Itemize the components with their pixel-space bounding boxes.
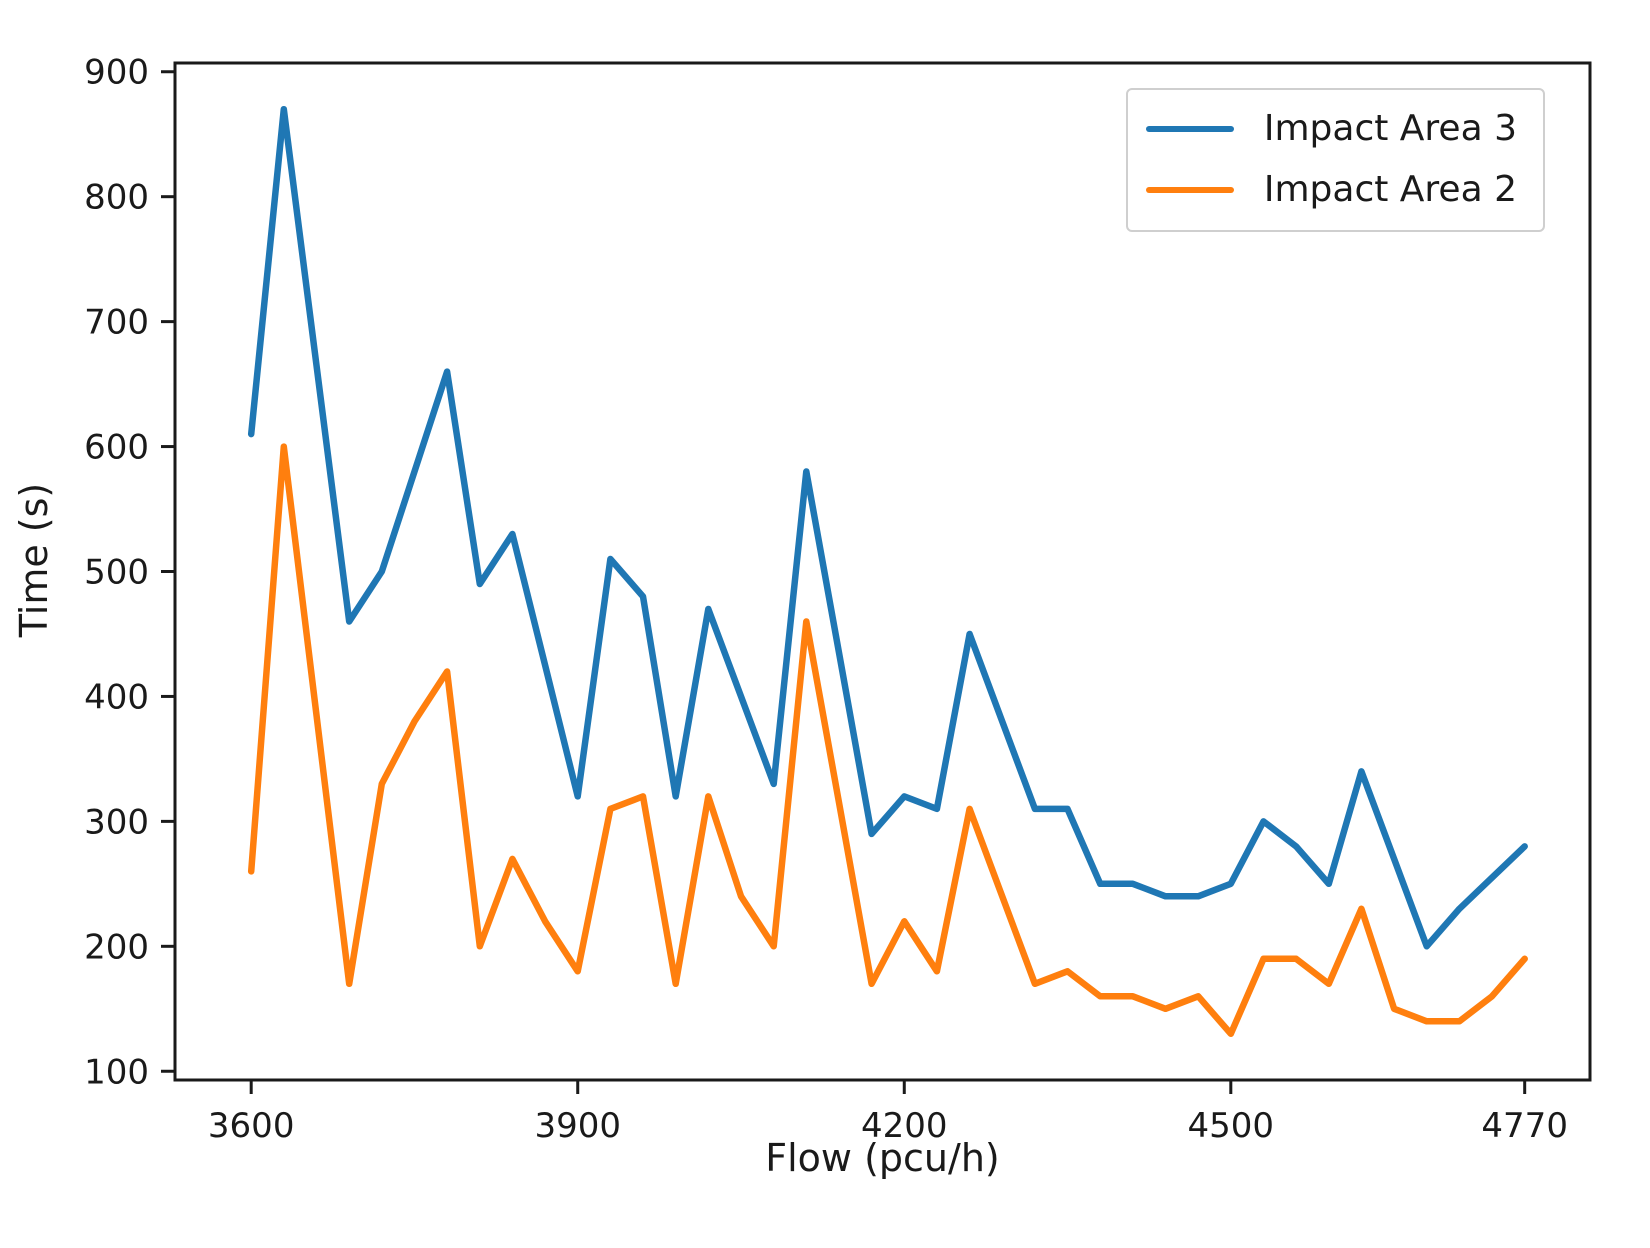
- series-line-impact-area-2: [247, 443, 1528, 1038]
- x-tick-label: 4200: [861, 1106, 948, 1146]
- legend-item-label: Impact Area 3: [1263, 108, 1517, 149]
- legend-line-swatch: [1145, 126, 1234, 133]
- series-line-impact-area-3: [247, 105, 1528, 950]
- x-tick-label: 4500: [1188, 1106, 1275, 1146]
- x-tick-label: 3600: [208, 1106, 295, 1146]
- y-tick-label: 700: [84, 303, 149, 343]
- y-tick-label: 100: [84, 1052, 149, 1092]
- y-tick-label: 200: [84, 927, 149, 967]
- legend-line-swatch: [1145, 187, 1234, 194]
- x-tick-label: 3900: [534, 1106, 621, 1146]
- y-axis-label: Time (s): [12, 482, 56, 638]
- legend-item: Impact Area 2: [1145, 167, 1517, 214]
- y-tick-label: 900: [84, 53, 149, 93]
- legend-item: Impact Area 3: [1145, 106, 1517, 153]
- y-tick-label: 400: [84, 677, 149, 717]
- y-tick-label: 800: [84, 178, 149, 218]
- y-tick-label: 500: [84, 553, 149, 593]
- x-tick-label: 4770: [1481, 1106, 1568, 1146]
- y-tick-label: 300: [84, 802, 149, 842]
- y-tick-label: 600: [84, 428, 149, 468]
- legend: Impact Area 3 Impact Area 2: [1125, 88, 1545, 232]
- legend-item-label: Impact Area 2: [1263, 168, 1517, 210]
- x-axis-label: Flow (pcu/h): [765, 1136, 1000, 1180]
